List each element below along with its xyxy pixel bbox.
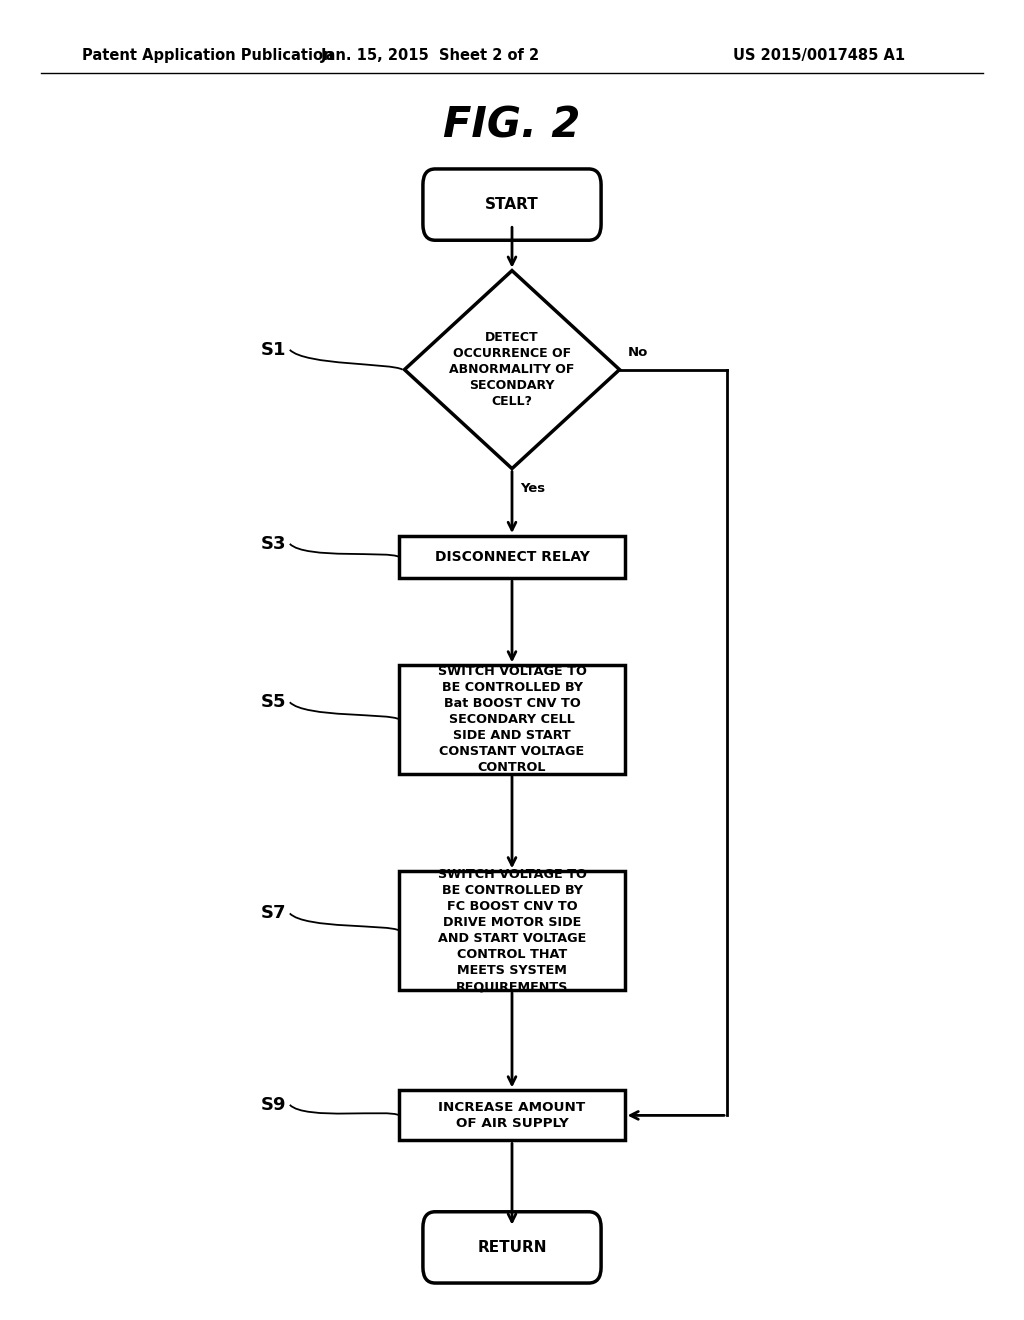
Text: SWITCH VOLTAGE TO
BE CONTROLLED BY
Bat BOOST CNV TO
SECONDARY CELL
SIDE AND STAR: SWITCH VOLTAGE TO BE CONTROLLED BY Bat B…	[437, 665, 587, 774]
Text: RETURN: RETURN	[477, 1239, 547, 1255]
Text: S3: S3	[261, 535, 287, 553]
Bar	[399, 665, 625, 774]
Bar	[399, 871, 625, 990]
Text: START: START	[485, 197, 539, 213]
Text: Yes: Yes	[520, 482, 546, 495]
Text: US 2015/0017485 A1: US 2015/0017485 A1	[733, 48, 905, 63]
FancyBboxPatch shape	[423, 169, 601, 240]
Text: DETECT
OCCURRENCE OF
ABNORMALITY OF
SECONDARY
CELL?: DETECT OCCURRENCE OF ABNORMALITY OF SECO…	[450, 331, 574, 408]
Bar	[399, 1090, 625, 1140]
Text: S5: S5	[261, 693, 287, 711]
Polygon shape	[404, 271, 620, 469]
Text: INCREASE AMOUNT
OF AIR SUPPLY: INCREASE AMOUNT OF AIR SUPPLY	[438, 1101, 586, 1130]
Text: Patent Application Publication: Patent Application Publication	[82, 48, 334, 63]
Text: FIG. 2: FIG. 2	[443, 104, 581, 147]
Text: S1: S1	[261, 341, 287, 359]
Text: SWITCH VOLTAGE TO
BE CONTROLLED BY
FC BOOST CNV TO
DRIVE MOTOR SIDE
AND START VO: SWITCH VOLTAGE TO BE CONTROLLED BY FC BO…	[437, 869, 587, 993]
Text: S9: S9	[261, 1096, 287, 1114]
FancyBboxPatch shape	[423, 1212, 601, 1283]
Text: Jan. 15, 2015  Sheet 2 of 2: Jan. 15, 2015 Sheet 2 of 2	[321, 48, 540, 63]
Text: S7: S7	[261, 904, 287, 923]
Bar	[399, 536, 625, 578]
Text: DISCONNECT RELAY: DISCONNECT RELAY	[434, 550, 590, 564]
Text: No: No	[628, 346, 648, 359]
